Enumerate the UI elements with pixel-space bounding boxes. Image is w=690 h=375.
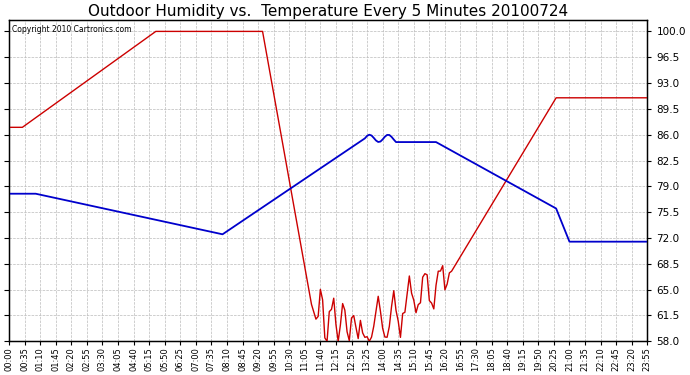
Title: Outdoor Humidity vs.  Temperature Every 5 Minutes 20100724: Outdoor Humidity vs. Temperature Every 5… [88,4,569,19]
Text: Copyright 2010 Cartronics.com: Copyright 2010 Cartronics.com [12,25,132,34]
